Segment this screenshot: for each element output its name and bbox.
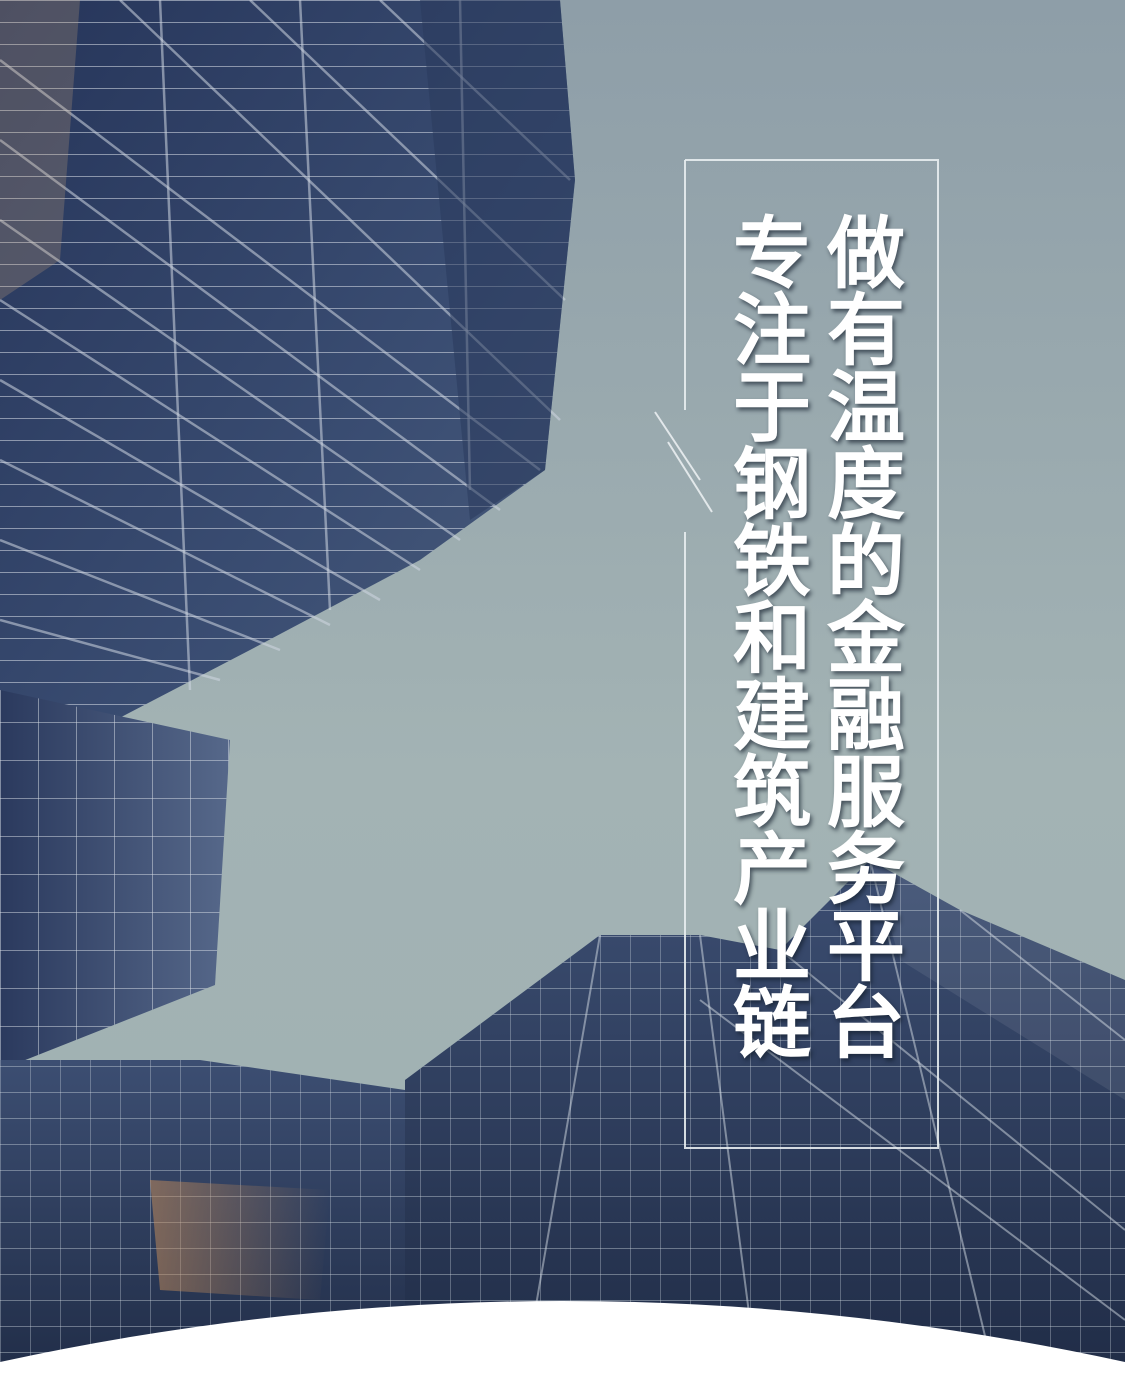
subline-vertical-text: 专注于钢铁和建筑产业链 bbox=[720, 212, 811, 1059]
text-frame-outline bbox=[684, 159, 939, 1149]
bottom-white-curve bbox=[0, 1301, 1125, 1398]
right-pyramid-tower bbox=[405, 859, 1125, 1398]
upper-left-tower bbox=[0, 0, 575, 780]
headline-vertical-text: 做有温度的金融服务平台 bbox=[814, 212, 905, 1059]
diagonal-accent-lines bbox=[654, 411, 713, 513]
mid-left-tower bbox=[0, 690, 230, 1070]
